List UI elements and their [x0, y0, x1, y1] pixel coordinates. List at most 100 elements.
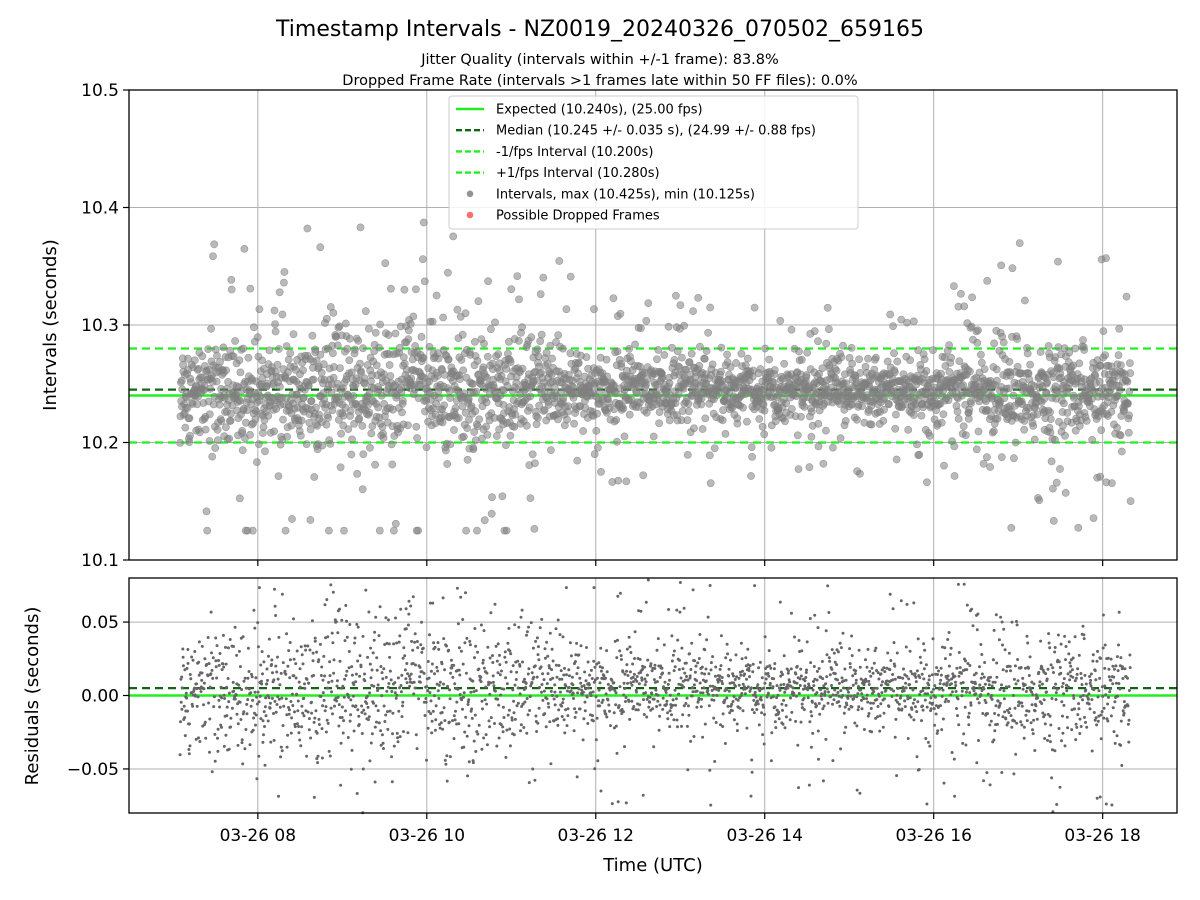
residual-point — [324, 730, 328, 734]
residual-point — [260, 650, 264, 654]
residual-point — [889, 659, 893, 662]
residual-point — [573, 707, 577, 711]
residual-point — [460, 698, 464, 702]
residual-point — [238, 700, 242, 704]
residual-point — [984, 701, 988, 705]
residual-point — [613, 639, 617, 643]
residual-point — [553, 703, 557, 707]
residual-point — [297, 731, 301, 735]
interval-point — [685, 407, 693, 416]
residual-point — [666, 717, 670, 721]
residual-point — [839, 747, 843, 751]
residual-point — [437, 647, 441, 651]
residual-point — [493, 602, 497, 606]
residual-point — [501, 730, 505, 734]
residual-point — [687, 713, 691, 717]
interval-point — [794, 465, 803, 473]
residual-point — [380, 671, 384, 675]
residual-point — [440, 711, 444, 714]
residual-point — [783, 726, 787, 730]
interval-point — [216, 357, 224, 366]
residual-point — [279, 671, 283, 675]
residual-point — [604, 676, 607, 680]
residual-point — [457, 668, 461, 672]
residual-point — [810, 700, 814, 704]
residual-point — [356, 625, 360, 629]
interval-point — [1044, 342, 1053, 350]
residual-point — [255, 702, 259, 706]
residual-point — [358, 674, 362, 678]
interval-point — [695, 361, 704, 370]
interval-point — [787, 405, 796, 413]
interval-point — [443, 460, 452, 468]
residual-point — [573, 660, 577, 664]
interval-point — [986, 463, 994, 471]
interval-point — [536, 337, 545, 346]
residual-point — [862, 728, 866, 731]
residual-point — [322, 654, 326, 658]
interval-point — [579, 427, 587, 435]
residual-point — [469, 690, 473, 694]
residual-point — [565, 689, 569, 693]
interval-point — [441, 446, 450, 455]
residual-point — [619, 658, 623, 661]
residual-point — [724, 656, 728, 660]
residual-point — [857, 685, 860, 688]
residual-point — [407, 599, 411, 603]
intervals-y-tick-label: 10.4 — [81, 199, 119, 219]
residual-point — [330, 679, 334, 683]
residual-point — [547, 664, 551, 668]
interval-point — [463, 455, 472, 464]
residual-point — [553, 690, 557, 694]
residual-point — [628, 717, 632, 721]
interval-point — [275, 288, 284, 297]
residual-point — [856, 708, 860, 712]
residual-point — [309, 736, 313, 740]
residual-point — [456, 622, 460, 626]
residual-point — [504, 676, 508, 680]
residual-point — [336, 695, 340, 699]
residual-point — [811, 731, 815, 735]
residual-point — [645, 715, 649, 719]
residual-point — [361, 634, 365, 638]
residual-point — [851, 674, 855, 678]
interval-point — [1079, 336, 1087, 344]
residual-point — [824, 737, 828, 741]
residual-point — [958, 666, 962, 670]
residual-point — [759, 698, 763, 702]
residual-point — [272, 712, 275, 715]
interval-point — [683, 450, 692, 459]
residual-point — [793, 635, 796, 639]
residual-point — [485, 671, 489, 675]
residual-point — [388, 669, 392, 673]
residual-point — [1005, 723, 1009, 727]
residual-point — [633, 630, 637, 634]
residual-point — [847, 690, 850, 694]
residual-point — [190, 655, 194, 659]
residual-point — [878, 714, 882, 718]
residual-point — [986, 692, 990, 696]
interval-point — [514, 336, 523, 345]
interval-point — [416, 381, 425, 389]
residual-point — [313, 716, 317, 720]
residual-point — [481, 658, 485, 662]
residual-point — [706, 688, 710, 692]
interval-point — [299, 366, 307, 375]
residual-point — [794, 694, 798, 698]
interval-point — [469, 445, 478, 454]
residual-point — [869, 707, 873, 710]
interval-point — [329, 373, 338, 382]
residual-point — [286, 733, 290, 737]
residual-point — [382, 747, 385, 750]
residual-point — [284, 672, 288, 676]
residual-point — [954, 690, 958, 693]
residual-point — [330, 690, 333, 694]
residual-point — [275, 670, 279, 674]
residual-point — [553, 683, 557, 687]
residual-point — [392, 642, 396, 646]
residual-point — [180, 675, 184, 679]
residual-point — [982, 675, 986, 679]
residual-point — [871, 671, 875, 675]
residual-point — [784, 715, 788, 719]
residual-point — [886, 651, 890, 655]
